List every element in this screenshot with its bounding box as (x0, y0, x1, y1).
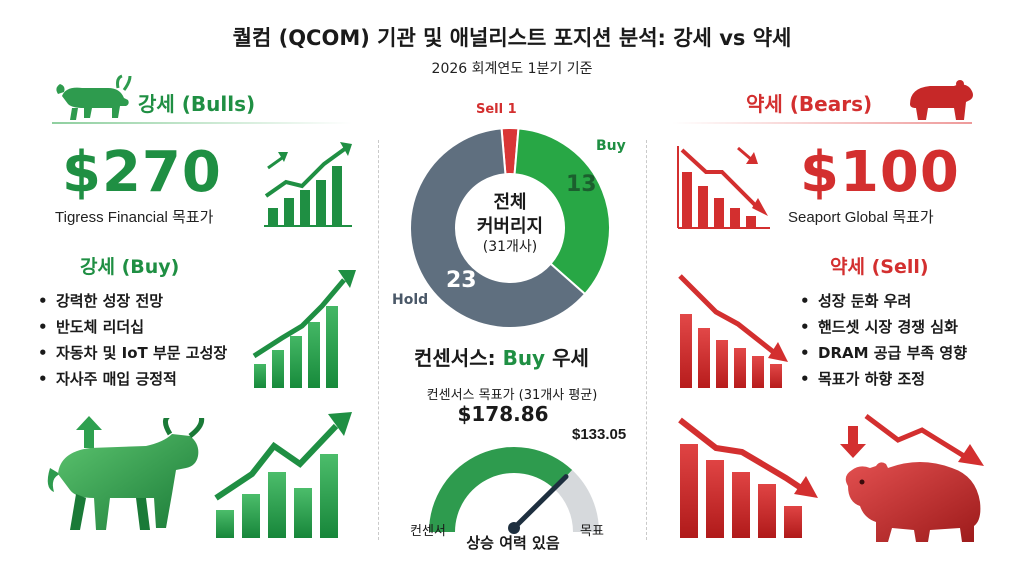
hold-count-label: 23 (446, 268, 477, 293)
bears-target-price: $100 (800, 140, 960, 205)
consensus-heading: 컨센서스: Buy 우세 (414, 342, 589, 371)
falling-bars-icon (677, 146, 770, 229)
consensus-strong: Buy (502, 346, 546, 370)
list-item: 목표가 하향 조정 (800, 366, 967, 392)
donut-hole (456, 174, 564, 282)
up-arrow-icon (76, 416, 102, 448)
bear-icon (910, 80, 973, 120)
bull-illustration (47, 418, 205, 530)
sell-count-label: Sell 1 (476, 102, 517, 117)
decline-chart-icon (678, 274, 788, 388)
growth-chart-icon (252, 270, 356, 388)
list-item: 반도체 리더십 (38, 314, 227, 340)
bears-heading: 약세 (Bears) (746, 92, 873, 116)
list-item: 핸드셋 시장 경쟁 심화 (800, 314, 967, 340)
gauge-hub (508, 522, 520, 534)
buy-count-label: 13 (566, 172, 597, 197)
bears-sub-heading: 약세 (Sell) (830, 256, 929, 278)
bears-points-list: 성장 둔화 우려 핸드셋 시장 경쟁 심화 DRAM 공급 부족 영향 목표가 … (800, 288, 967, 392)
coverage-donut-chart (409, 127, 611, 329)
decline-arrow-icon (864, 414, 984, 466)
bulls-underline (52, 122, 352, 124)
current-price-value: $133.05 (572, 426, 627, 443)
buy-legend-label: Buy (596, 138, 626, 154)
consensus-target-caption: 컨센서스 목표가 (31개사 평균) (426, 388, 598, 403)
consensus-prefix: 컨센서스: (414, 346, 496, 370)
list-item: 성장 둔화 우려 (800, 288, 967, 314)
bears-target-source: Seaport Global 목표가 (788, 209, 934, 226)
list-item: 자동차 및 IoT 부문 고성장 (38, 340, 227, 366)
bulls-target-price: $270 (62, 140, 222, 205)
coverage-sub: (31개사) (482, 239, 538, 255)
coverage-title: 전체 (493, 192, 527, 213)
upside-label: 상승 여력 있음 (466, 534, 560, 552)
upside-gauge (429, 447, 599, 534)
page-subtitle: 2026 회계연도 1분기 기준 (431, 61, 593, 77)
right-divider (646, 140, 647, 540)
consensus-suffix: 우세 (552, 346, 589, 370)
gauge-left-label: 컨센서 (410, 524, 446, 539)
bears-underline (672, 122, 972, 124)
list-item: 자사주 매입 긍정적 (38, 366, 227, 392)
gauge-fill (429, 447, 573, 532)
page-title: 퀄컴 (QCOM) 기관 및 애널리스트 포지션 분석: 강세 vs 약세 (232, 26, 792, 50)
decline-bars-icon (678, 417, 818, 538)
bulls-sub-heading: 강세 (Buy) (80, 256, 180, 278)
list-item: 강력한 성장 전망 (38, 288, 227, 314)
bulls-heading: 강세 (Bulls) (138, 92, 256, 116)
gauge-needle (511, 474, 569, 531)
bear-illustration (845, 462, 981, 542)
gauge-right-label: 목표 (580, 524, 604, 539)
bulls-target-source: Tigress Financial 목표가 (55, 209, 214, 226)
left-divider (378, 140, 379, 540)
rising-bars-icon (264, 142, 352, 227)
bull-icon (56, 74, 132, 120)
coverage-title-2: 커버리지 (476, 216, 544, 237)
growth-bars-icon (214, 412, 352, 538)
bulls-points-list: 강력한 성장 전망 반도체 리더십 자동차 및 IoT 부문 고성장 자사주 매… (38, 288, 227, 392)
list-item: DRAM 공급 부족 영향 (800, 340, 967, 366)
hold-legend-label: Hold (392, 292, 429, 308)
down-arrow-icon (840, 426, 866, 458)
consensus-target-value: $178.86 (457, 402, 549, 426)
gauge-remainder (554, 470, 599, 532)
